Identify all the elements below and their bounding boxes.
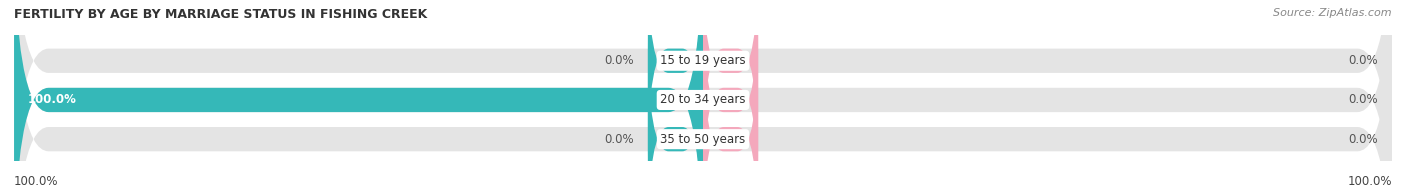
FancyBboxPatch shape (14, 0, 1392, 196)
FancyBboxPatch shape (648, 34, 703, 196)
Text: 0.0%: 0.0% (605, 133, 634, 146)
Text: 100.0%: 100.0% (14, 175, 59, 188)
Text: 0.0%: 0.0% (1348, 54, 1378, 67)
Text: 0.0%: 0.0% (1348, 133, 1378, 146)
FancyBboxPatch shape (703, 0, 758, 196)
Text: 100.0%: 100.0% (1347, 175, 1392, 188)
FancyBboxPatch shape (14, 0, 1392, 196)
Text: 100.0%: 100.0% (28, 93, 77, 106)
Text: 35 to 50 years: 35 to 50 years (661, 133, 745, 146)
Text: Source: ZipAtlas.com: Source: ZipAtlas.com (1274, 8, 1392, 18)
FancyBboxPatch shape (14, 0, 703, 196)
FancyBboxPatch shape (14, 0, 1392, 196)
FancyBboxPatch shape (703, 0, 758, 166)
Text: 0.0%: 0.0% (605, 54, 634, 67)
Text: 15 to 19 years: 15 to 19 years (661, 54, 745, 67)
Text: 0.0%: 0.0% (1348, 93, 1378, 106)
FancyBboxPatch shape (648, 0, 703, 166)
FancyBboxPatch shape (703, 34, 758, 196)
Text: FERTILITY BY AGE BY MARRIAGE STATUS IN FISHING CREEK: FERTILITY BY AGE BY MARRIAGE STATUS IN F… (14, 8, 427, 21)
Text: 20 to 34 years: 20 to 34 years (661, 93, 745, 106)
